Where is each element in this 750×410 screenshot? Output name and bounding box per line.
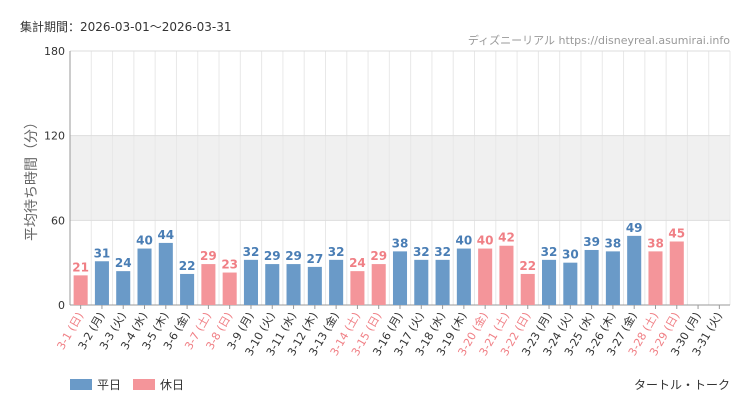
- period-label: 集計期間：2026-03-01～2026-03-31: [20, 19, 231, 34]
- attraction-name: タートル・トーク: [634, 378, 730, 392]
- legend-swatch-weekday: [70, 379, 92, 390]
- bar-value-label: 39: [583, 235, 600, 249]
- bar-value-label: 32: [243, 245, 260, 259]
- bar-value-label: 31: [94, 246, 111, 260]
- bar: [180, 273, 195, 305]
- bar-value-label: 38: [392, 236, 409, 250]
- bar: [456, 248, 471, 305]
- bar-value-label: 29: [370, 249, 387, 263]
- bar: [669, 241, 684, 305]
- bar-value-label: 23: [221, 258, 238, 272]
- bar: [627, 235, 642, 305]
- bar: [116, 271, 131, 305]
- bar: [392, 251, 408, 305]
- bar: [435, 259, 450, 305]
- y-axis-title: 平均待ち時間（分）: [24, 115, 40, 241]
- bar-value-label: 38: [647, 236, 664, 250]
- bar-value-label: 40: [136, 234, 153, 248]
- bar-value-label: 22: [179, 259, 196, 273]
- bar-value-label: 22: [519, 259, 536, 273]
- legend-swatch-holiday: [133, 379, 155, 390]
- bar: [350, 271, 365, 305]
- bar-value-label: 40: [477, 234, 494, 248]
- bar-value-label: 24: [349, 256, 366, 270]
- y-tick-label: 60: [51, 214, 65, 227]
- legend: 平日 休日: [70, 378, 184, 392]
- source-credit: ディズニーリアル https://disneyreal.asumirai.inf…: [468, 33, 730, 47]
- bar-value-label: 42: [498, 231, 515, 245]
- bar-value-label: 32: [413, 245, 430, 259]
- bar-value-label: 29: [200, 249, 217, 263]
- bar: [243, 259, 258, 305]
- bar: [520, 273, 535, 305]
- legend-label-weekday: 平日: [97, 378, 121, 392]
- bar: [158, 242, 173, 305]
- bar: [478, 248, 493, 305]
- bar: [201, 264, 216, 305]
- bar: [371, 264, 386, 305]
- bar-value-label: 30: [562, 248, 579, 262]
- bar-value-label: 32: [434, 245, 451, 259]
- bar: [499, 245, 514, 305]
- bar: [307, 266, 322, 305]
- bar-value-label: 45: [668, 227, 685, 241]
- bar-value-label: 49: [626, 221, 643, 235]
- bar-value-label: 27: [306, 252, 323, 266]
- bar-value-label: 40: [456, 234, 473, 248]
- bar: [222, 272, 237, 305]
- bar: [265, 264, 280, 305]
- bar: [329, 259, 344, 305]
- bar: [286, 264, 301, 305]
- bar-value-label: 32: [541, 245, 558, 259]
- bar-value-label: 21: [72, 260, 89, 274]
- y-tick-label: 0: [58, 299, 65, 312]
- bar: [137, 248, 152, 305]
- bar: [648, 251, 663, 305]
- bar: [584, 249, 599, 305]
- y-tick-label: 180: [44, 45, 65, 58]
- bar: [542, 259, 557, 305]
- legend-label-holiday: 休日: [160, 378, 184, 392]
- bar: [414, 259, 429, 305]
- bar-value-label: 29: [285, 249, 302, 263]
- bar-value-label: 32: [328, 245, 345, 259]
- bar: [73, 275, 88, 305]
- bar-value-label: 44: [157, 228, 174, 242]
- bar-value-label: 29: [264, 249, 281, 263]
- bar-value-label: 24: [115, 256, 132, 270]
- y-tick-label: 120: [44, 130, 65, 143]
- bar: [605, 251, 620, 305]
- y-band-60-120: [70, 135, 730, 221]
- bar-value-label: 38: [605, 236, 622, 250]
- bar: [563, 262, 578, 305]
- bar: [94, 261, 109, 305]
